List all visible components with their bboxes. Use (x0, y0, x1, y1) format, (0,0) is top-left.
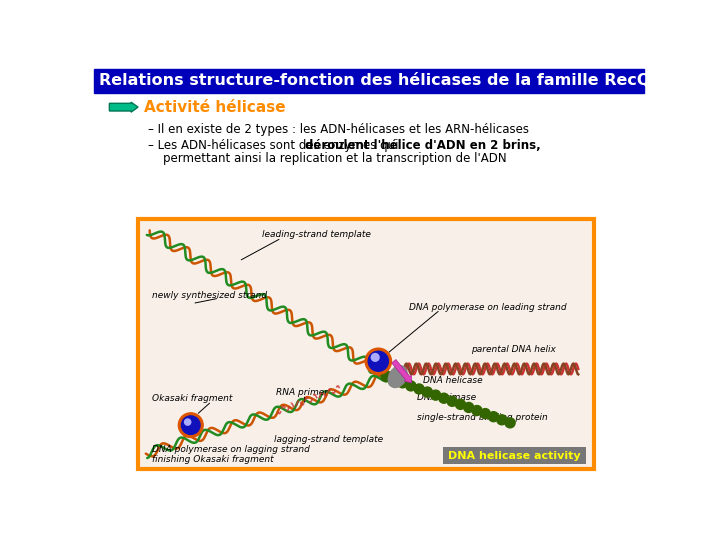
Circle shape (472, 406, 482, 416)
Circle shape (464, 402, 474, 413)
Text: newly synthesized strand: newly synthesized strand (152, 291, 267, 300)
Circle shape (456, 400, 466, 409)
Text: permettant ainsi la replication et la transcription de l'ADN: permettant ainsi la replication et la tr… (148, 152, 507, 165)
Text: – Les ADN-hélicases sont des enzymes qui: – Les ADN-hélicases sont des enzymes qui (148, 139, 402, 152)
Circle shape (447, 396, 457, 406)
Circle shape (505, 418, 515, 428)
Circle shape (184, 419, 191, 425)
Text: – Il en existe de 2 types : les ADN-hélicases et les ARN-hélicases: – Il en existe de 2 types : les ADN-héli… (148, 123, 529, 136)
Text: DNA polymerase on lagging strand: DNA polymerase on lagging strand (152, 446, 310, 454)
Circle shape (406, 381, 416, 391)
Text: Okasaki fragment: Okasaki fragment (152, 394, 233, 403)
Text: DNA helicase activity: DNA helicase activity (448, 451, 580, 461)
Text: RNA primer: RNA primer (276, 388, 328, 396)
Circle shape (488, 411, 498, 422)
FancyArrow shape (109, 102, 138, 112)
FancyBboxPatch shape (138, 219, 594, 469)
Text: déroulent l'hélice d'ADN en 2 brins,: déroulent l'hélice d'ADN en 2 brins, (305, 139, 541, 152)
FancyBboxPatch shape (94, 69, 644, 93)
Text: leading-strand template: leading-strand template (262, 230, 371, 239)
Circle shape (439, 393, 449, 403)
Circle shape (431, 390, 441, 400)
Circle shape (390, 375, 400, 384)
Text: single-strand binding protein: single-strand binding protein (417, 413, 548, 422)
Circle shape (423, 387, 433, 397)
Text: DNA primase: DNA primase (417, 393, 476, 402)
Circle shape (480, 409, 490, 419)
Circle shape (397, 378, 408, 388)
Text: DNA helicase: DNA helicase (423, 376, 483, 385)
Circle shape (497, 415, 507, 425)
Circle shape (368, 351, 388, 372)
Circle shape (414, 384, 424, 394)
Circle shape (381, 372, 391, 382)
Text: DNA polymerase on leading strand: DNA polymerase on leading strand (409, 303, 567, 312)
Circle shape (372, 354, 379, 361)
Text: Activité hélicase: Activité hélicase (144, 100, 286, 114)
FancyBboxPatch shape (443, 448, 586, 464)
Text: Relations structure-fonction des hélicases de la famille RecQ: Relations structure-fonction des hélicas… (99, 73, 651, 89)
Ellipse shape (388, 366, 407, 388)
Text: lagging-strand template: lagging-strand template (274, 435, 383, 444)
Circle shape (179, 413, 203, 437)
Text: finishing Okasaki fragment: finishing Okasaki fragment (152, 455, 274, 463)
Circle shape (181, 416, 200, 434)
FancyArrow shape (392, 360, 412, 383)
Circle shape (365, 348, 392, 374)
Text: parental DNA helix: parental DNA helix (472, 345, 556, 354)
